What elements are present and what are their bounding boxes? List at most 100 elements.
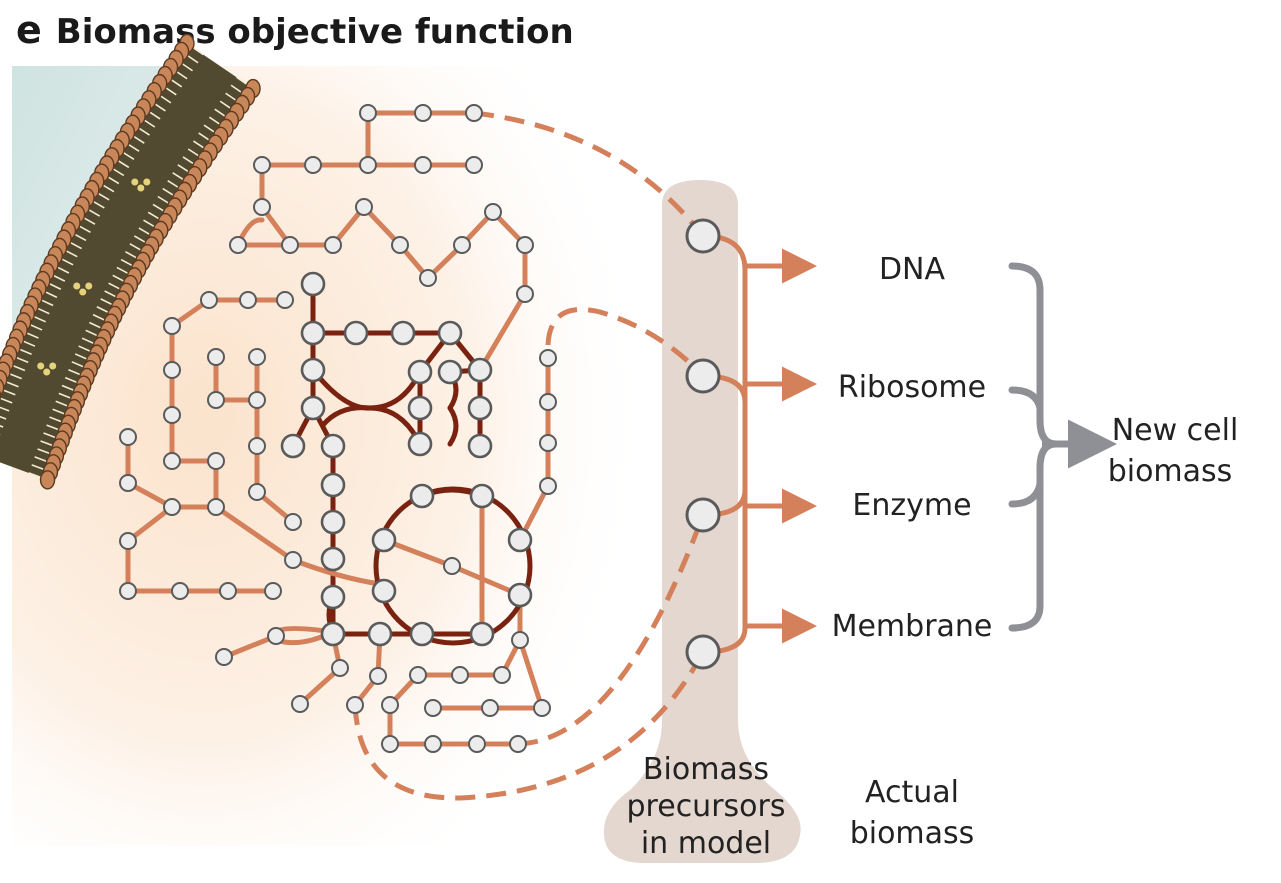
- metabolite-node: [419, 269, 437, 287]
- metabolite-node: [467, 433, 493, 459]
- metabolite-node: [467, 357, 493, 383]
- metabolite-node: [320, 546, 346, 572]
- metabolite-node: [248, 437, 266, 455]
- metabolite-node: [484, 203, 502, 221]
- result-label-line-2: biomass: [1108, 454, 1233, 489]
- metabolite-node: [424, 735, 442, 753]
- metabolite-node: [407, 359, 433, 385]
- metabolite-node: [320, 509, 346, 535]
- metabolite-node: [359, 156, 377, 174]
- metabolite-node: [507, 582, 533, 608]
- metabolite-node: [371, 578, 397, 604]
- precursors-label-line-2: precursors: [627, 789, 786, 824]
- metabolite-node: [453, 236, 471, 254]
- metabolite-node: [481, 699, 499, 717]
- title-text: Biomass objective function: [55, 12, 574, 52]
- metabolite-node: [320, 621, 346, 647]
- metabolite-node: [451, 666, 469, 684]
- metabolite-node: [119, 428, 137, 446]
- metabolite-node: [284, 551, 302, 569]
- precursor-node: [685, 634, 721, 670]
- metabolite-node: [468, 735, 486, 753]
- metabolite-node: [507, 527, 533, 553]
- metabolite-node: [320, 472, 346, 498]
- precursor-nodes: [685, 218, 721, 670]
- metabolite-node: [267, 627, 285, 645]
- metabolite-node: [437, 320, 463, 346]
- metabolite-node: [239, 291, 257, 309]
- metabolite-node: [509, 735, 527, 753]
- metabolite-node: [516, 236, 534, 254]
- metabolite-node: [253, 156, 271, 174]
- metabolite-node: [407, 395, 433, 421]
- precursor-node: [685, 218, 721, 254]
- network-curves-dark: [310, 367, 533, 646]
- metabolite-node: [469, 483, 495, 509]
- metabolite-node: [539, 393, 557, 411]
- precursors-label-line-3: in model: [641, 826, 771, 861]
- metabolite-node: [207, 498, 225, 516]
- metabolite-node: [276, 291, 294, 309]
- output-label-membrane: Membrane: [832, 609, 993, 644]
- metabolite-node: [219, 582, 237, 600]
- metabolite-node: [539, 434, 557, 452]
- metabolite-node: [511, 631, 529, 649]
- actual-label-line-2: biomass: [850, 816, 975, 851]
- metabolite-node: [304, 156, 322, 174]
- metabolite-node: [163, 361, 181, 379]
- metabolite-node: [467, 395, 493, 421]
- metabolite-node: [171, 582, 189, 600]
- metabolite-node: [324, 236, 342, 254]
- metabolite-node: [200, 291, 218, 309]
- metabolite-node: [539, 477, 557, 495]
- metabolite-node: [409, 621, 435, 647]
- metabolite-node: [381, 696, 399, 714]
- metabolite-node: [409, 666, 427, 684]
- precursor-dashed-links: [352, 110, 706, 801]
- metabolite-node: [300, 320, 326, 346]
- metabolite-node: [533, 699, 551, 717]
- metabolite-node: [281, 236, 299, 254]
- metabolite-node: [300, 395, 326, 421]
- metabolite-node: [207, 452, 225, 470]
- metabolite-node: [207, 348, 225, 366]
- metabolite-node: [424, 699, 442, 717]
- metabolite-node: [343, 320, 369, 346]
- bracket-inner-1: [1008, 386, 1044, 412]
- metabolite-node: [248, 391, 266, 409]
- metabolite-node: [359, 104, 377, 122]
- metabolite-node: [371, 527, 397, 553]
- cell-membrane: [0, 33, 261, 490]
- metabolite-node: [163, 317, 181, 335]
- metabolite-node: [409, 483, 435, 509]
- metabolite-node: [264, 582, 282, 600]
- bracket-inner-2: [1008, 480, 1044, 508]
- metabolite-node: [320, 584, 346, 610]
- precursor-node: [685, 358, 721, 394]
- output-label-dna: DNA: [879, 252, 946, 287]
- output-label-ribosome: Ribosome: [838, 370, 986, 405]
- metabolite-node: [367, 621, 393, 647]
- metabolite-node: [119, 474, 137, 492]
- panel-letter: e: [16, 8, 42, 52]
- metabolite-node: [381, 735, 399, 753]
- metabolite-node: [443, 557, 461, 575]
- metabolite-node: [163, 452, 181, 470]
- metabolite-node: [407, 431, 433, 457]
- precursor-node: [685, 497, 721, 533]
- metabolite-node: [248, 483, 266, 501]
- metabolite-node: [539, 349, 557, 367]
- metabolite-node: [280, 433, 306, 459]
- metabolite-node: [516, 285, 534, 303]
- output-label-enzyme: Enzyme: [852, 488, 971, 523]
- metabolite-node: [248, 348, 266, 366]
- network-nodes: [119, 104, 557, 753]
- metabolite-node: [469, 621, 495, 647]
- metabolite-node: [320, 433, 346, 459]
- metabolite-node: [163, 498, 181, 516]
- output-arrows: [745, 248, 817, 644]
- metabolite-node: [465, 156, 483, 174]
- metabolite-node: [229, 236, 247, 254]
- metabolite-node: [215, 648, 233, 666]
